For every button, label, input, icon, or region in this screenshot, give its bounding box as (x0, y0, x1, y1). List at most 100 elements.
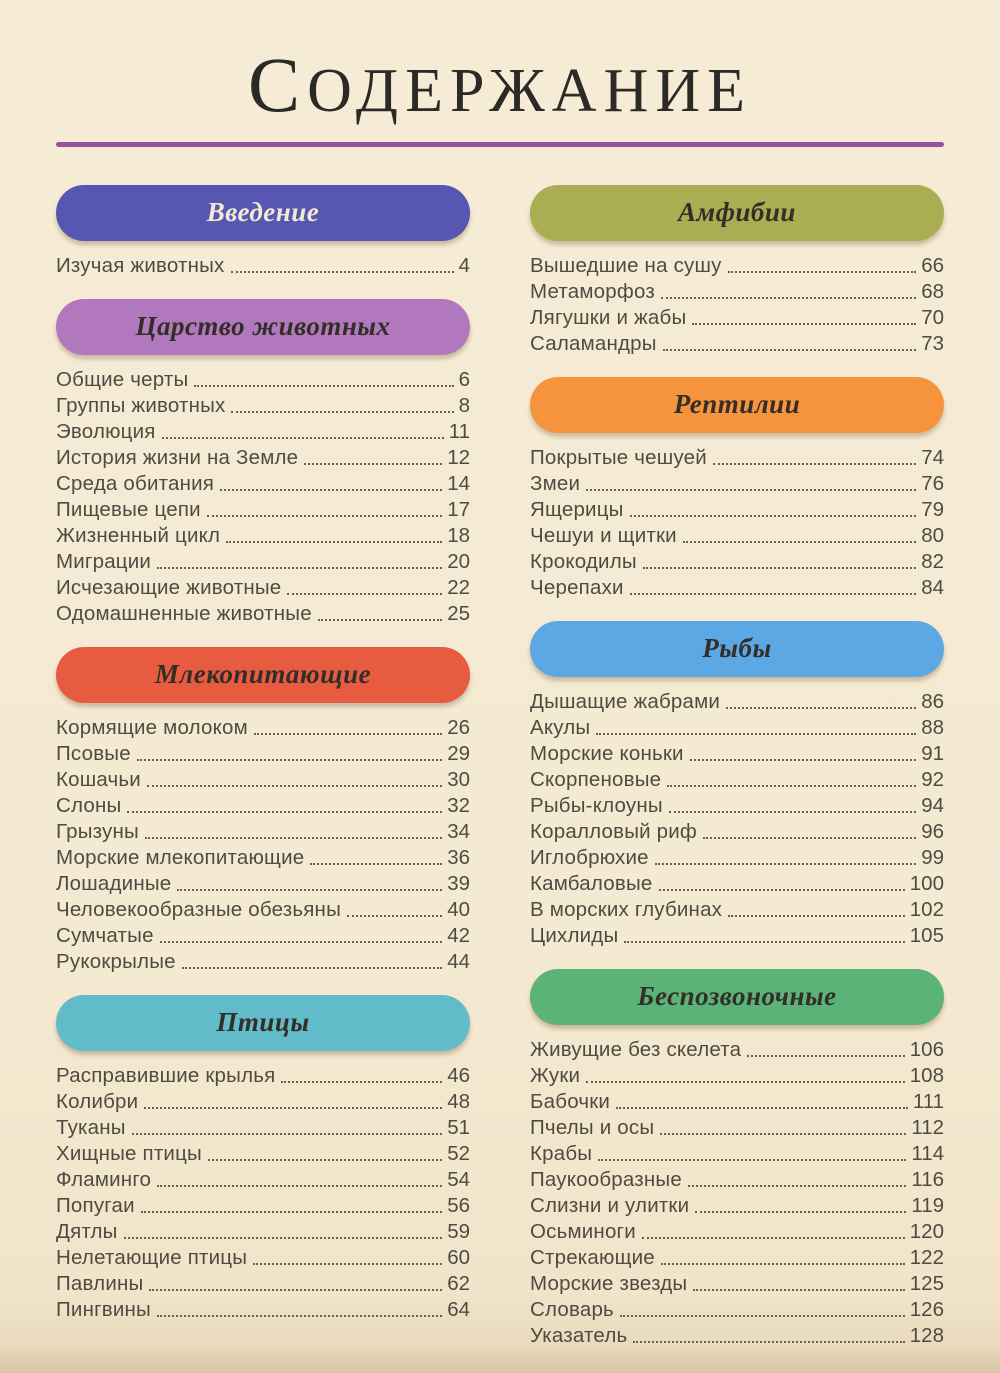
dotted-leader (687, 1184, 907, 1187)
toc-entry-page: 4 (458, 253, 470, 277)
section-title: Млекопитающие (154, 659, 372, 690)
toc-entry-label: Исчезающие животные (56, 575, 282, 599)
toc-entry: Одомашненные животные 25 (56, 601, 470, 627)
toc-entry-label: Пищевые цепи (56, 497, 201, 521)
toc-entry-page: 94 (921, 793, 944, 817)
toc-entry-page: 56 (447, 1193, 470, 1217)
toc-entry-label: Цихлиды (530, 923, 619, 947)
toc-entry-label: Жуки (530, 1063, 581, 1087)
toc-entry-page: 73 (921, 331, 944, 355)
toc-entry-label: Коралловый риф (530, 819, 697, 843)
section-entries: Вышедшие на сушу 66 Метаморфоз 68 Лягушк… (530, 253, 944, 357)
toc-entry-page: 12 (447, 445, 470, 469)
page-header: СОДЕРЖАНИЕ (56, 42, 944, 147)
toc-entry-page: 114 (911, 1141, 944, 1165)
toc-entry-label: Словарь (530, 1297, 614, 1321)
dotted-leader (629, 514, 917, 517)
toc-entry: Морские звезды 125 (530, 1271, 944, 1297)
toc-entry: Лошадиные 39 (56, 871, 470, 897)
toc-entry-page: 62 (447, 1271, 470, 1295)
toc-entry-page: 20 (447, 549, 470, 573)
toc-entry-page: 112 (911, 1115, 944, 1139)
toc-entry: Псовые 29 (56, 741, 470, 767)
dotted-leader (692, 322, 917, 325)
section-title: Амфибии (678, 197, 796, 228)
toc-entry-label: Стрекающие (530, 1245, 655, 1269)
toc-section-bespozvonochnye: Беспозвоночные Живущие без скелета 106 Ж… (530, 968, 944, 1349)
toc-entry: Словарь 126 (530, 1297, 944, 1323)
dotted-leader (596, 732, 917, 735)
toc-entry-page: 70 (921, 305, 944, 329)
toc-entry-label: Вышедшие на сушу (530, 253, 722, 277)
dotted-leader (629, 592, 917, 595)
toc-entry-page: 11 (448, 419, 470, 443)
section-header-pill: Беспозвоночные (530, 968, 944, 1025)
toc-entry: Группы животных 8 (56, 393, 470, 419)
toc-entry-label: Псовые (56, 741, 131, 765)
toc-entry: Дышащие жабрами 86 (530, 689, 944, 715)
toc-section-ptitsy: Птицы Расправившие крылья 46 Колибри 48 … (56, 994, 470, 1323)
toc-entry-label: Пчелы и осы (530, 1115, 655, 1139)
dotted-leader (156, 1314, 443, 1317)
toc-entry: Исчезающие животные 22 (56, 575, 470, 601)
dotted-leader (641, 1236, 905, 1239)
toc-entry: Сумчатые 42 (56, 923, 470, 949)
toc-entry-label: Крокодилы (530, 549, 637, 573)
toc-entry-label: Камбаловые (530, 871, 653, 895)
toc-entry: Лягушки и жабы 70 (530, 305, 944, 331)
section-entries: Живущие без скелета 106 Жуки 108 Бабочки… (530, 1037, 944, 1349)
toc-entry-label: Миграции (56, 549, 152, 573)
toc-entry-label: Эволюция (56, 419, 156, 443)
toc-entry: Рукокрылые 44 (56, 949, 470, 975)
dotted-leader (181, 966, 443, 969)
toc-entry-page: 51 (447, 1115, 470, 1139)
toc-entry: Стрекающие 122 (530, 1245, 944, 1271)
section-entries: Расправившие крылья 46 Колибри 48 Туканы… (56, 1063, 470, 1323)
toc-entry-page: 59 (447, 1219, 470, 1243)
toc-entry-label: Рыбы-клоуны (530, 793, 663, 817)
toc-entry-label: Слизни и улитки (530, 1193, 690, 1217)
toc-entry-label: Саламандры (530, 331, 657, 355)
dotted-leader (667, 784, 917, 787)
toc-entry-page: 96 (921, 819, 944, 843)
toc-entry-page: 128 (909, 1323, 944, 1347)
toc-entry-label: Кошачьи (56, 767, 141, 791)
toc-entry-label: В морских глубинах (530, 897, 723, 921)
toc-entry-label: Колибри (56, 1089, 139, 1113)
toc-entry-page: 125 (909, 1271, 944, 1295)
toc-entry-label: История жизни на Земле (56, 445, 299, 469)
toc-entry-label: Попугаи (56, 1193, 135, 1217)
toc-entry: Слоны 32 (56, 793, 470, 819)
toc-entry: Эволюция 11 (56, 419, 470, 445)
section-title: Рыбы (702, 633, 772, 664)
toc-entry-label: Морские звезды (530, 1271, 688, 1295)
toc-entry-label: Расправившие крылья (56, 1063, 276, 1087)
toc-entry: Паукообразные 116 (530, 1167, 944, 1193)
toc-entry: Метаморфоз 68 (530, 279, 944, 305)
toc-entry: Покрытые чешуей 74 (530, 445, 944, 471)
title-divider (56, 141, 944, 147)
toc-entry-page: 17 (447, 497, 470, 521)
toc-column-right: Амфибии Вышедшие на сушу 66 Метаморфоз 6… (530, 184, 944, 1369)
toc-entry-label: Общие черты (56, 367, 189, 391)
dotted-leader (703, 836, 917, 839)
dotted-leader (144, 836, 443, 839)
dotted-leader (140, 1210, 443, 1213)
toc-entry: Указатель 128 (530, 1323, 944, 1349)
toc-entry: Пчелы и осы 112 (530, 1115, 944, 1141)
dotted-leader (253, 1262, 443, 1265)
toc-entry: Слизни и улитки 119 (530, 1193, 944, 1219)
toc-section-mlekopitayushchie: Млекопитающие Кормящие молоком 26 Псовые… (56, 646, 470, 975)
toc-entry: Морские млекопитающие 36 (56, 845, 470, 871)
toc-entry-label: Жизненный цикл (56, 523, 221, 547)
toc-entry: Нелетающие птицы 60 (56, 1245, 470, 1271)
toc-entry-label: Нелетающие птицы (56, 1245, 248, 1269)
toc-entry: Цихлиды 105 (530, 923, 944, 949)
toc-entry: Дятлы 59 (56, 1219, 470, 1245)
dotted-leader (123, 1236, 443, 1239)
section-entries: Кормящие молоком 26 Псовые 29 Кошачьи 30… (56, 715, 470, 975)
toc-entry-label: Дышащие жабрами (530, 689, 721, 713)
toc-entry-page: 119 (911, 1193, 944, 1217)
toc-entry-page: 120 (909, 1219, 944, 1243)
toc-entry-label: Хищные птицы (56, 1141, 202, 1165)
